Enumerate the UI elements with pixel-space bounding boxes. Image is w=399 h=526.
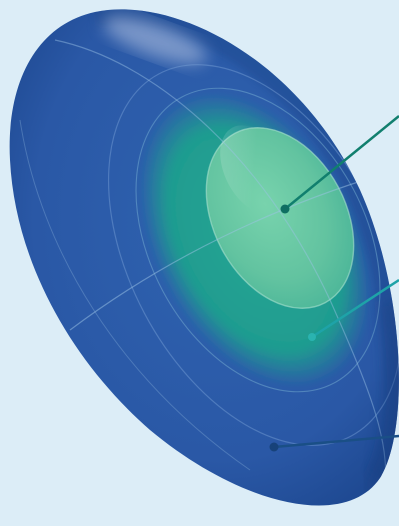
meridian-line <box>54 39 387 491</box>
central-zone-leader <box>284 115 399 210</box>
meridian-line <box>69 174 381 331</box>
outer-zone-marker <box>269 442 279 452</box>
central-zone-marker <box>280 204 290 214</box>
middle-zone-leader <box>311 278 399 339</box>
middle-zone-marker <box>308 333 316 341</box>
outer-zone-leader <box>273 434 399 449</box>
